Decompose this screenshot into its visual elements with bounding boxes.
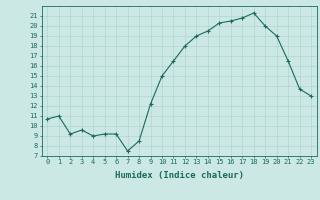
X-axis label: Humidex (Indice chaleur): Humidex (Indice chaleur): [115, 171, 244, 180]
